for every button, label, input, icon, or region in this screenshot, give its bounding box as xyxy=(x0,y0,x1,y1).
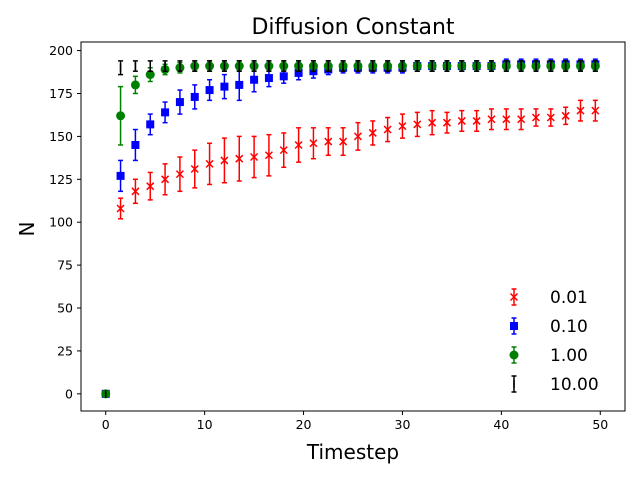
data-point xyxy=(368,128,377,137)
x-tick-label: 20 xyxy=(296,417,312,432)
data-point xyxy=(472,116,481,125)
series-0.10 xyxy=(101,58,600,398)
data-point xyxy=(145,70,155,80)
data-point xyxy=(235,154,244,163)
data-point xyxy=(116,111,126,121)
x-axis-title: Timestep xyxy=(306,440,399,464)
data-point xyxy=(131,140,140,149)
data-point xyxy=(398,122,407,131)
data-point xyxy=(561,111,570,120)
data-point xyxy=(264,74,273,83)
series-1.00 xyxy=(101,60,600,399)
data-point xyxy=(383,125,392,134)
data-point xyxy=(517,115,526,124)
data-point xyxy=(161,175,170,184)
x-tick-label: 40 xyxy=(493,417,509,432)
y-tick-label: 150 xyxy=(49,129,73,144)
x-tick-label: 50 xyxy=(592,417,608,432)
legend-label: 0.01 xyxy=(550,288,588,308)
legend: 0.01 0.10 1.00 10.00 xyxy=(509,288,599,395)
y-tick-label: 175 xyxy=(49,86,73,101)
data-point xyxy=(442,118,451,127)
legend-label: 10.00 xyxy=(550,375,599,395)
x-axis: 0 10 20 30 40 50 xyxy=(102,411,608,432)
data-point xyxy=(250,75,259,84)
y-tick-label: 100 xyxy=(49,215,73,230)
data-point xyxy=(576,106,585,115)
series-layer xyxy=(101,58,600,399)
data-point xyxy=(428,118,437,127)
data-point xyxy=(235,80,244,89)
y-tick-label: 75 xyxy=(57,258,73,273)
data-point xyxy=(264,151,273,160)
data-point xyxy=(546,113,555,122)
legend-label: 1.00 xyxy=(550,346,588,366)
data-point xyxy=(146,120,155,129)
data-point xyxy=(190,92,199,101)
legend-item: 0.10 xyxy=(510,317,588,337)
data-point xyxy=(146,182,155,191)
data-point xyxy=(220,82,229,91)
plot-frame xyxy=(80,41,626,412)
chart-title: Diffusion Constant xyxy=(251,15,454,40)
legend-marker xyxy=(510,322,518,330)
data-point xyxy=(353,132,362,141)
legend-marker xyxy=(509,292,519,302)
data-point xyxy=(131,187,140,196)
y-tick-label: 50 xyxy=(57,301,73,316)
data-point xyxy=(220,156,229,165)
legend-item: 10.00 xyxy=(511,375,599,395)
x-tick-label: 10 xyxy=(197,417,213,432)
data-point xyxy=(339,137,348,146)
data-point xyxy=(130,80,140,90)
data-point xyxy=(161,108,170,117)
data-point xyxy=(279,72,288,81)
y-tick-label: 0 xyxy=(65,386,73,401)
data-point xyxy=(294,68,303,77)
x-tick-label: 30 xyxy=(395,417,411,432)
data-point xyxy=(309,139,318,148)
series-0.01 xyxy=(101,99,600,398)
series-10.00 xyxy=(104,60,598,398)
data-point xyxy=(487,115,496,124)
data-point xyxy=(205,159,214,168)
data-point xyxy=(175,98,184,107)
y-tick-label: 125 xyxy=(49,172,73,187)
y-axis-title: N xyxy=(15,222,39,237)
legend-item: 0.01 xyxy=(509,288,588,308)
data-point xyxy=(250,152,259,162)
data-point xyxy=(324,137,333,146)
data-point xyxy=(116,171,125,180)
y-axis: 0 25 50 75 100 125 150 175 200 xyxy=(49,43,81,401)
y-tick-label: 25 xyxy=(57,343,73,358)
data-point xyxy=(175,170,184,179)
x-tick-label: 0 xyxy=(102,417,110,432)
data-point xyxy=(502,115,511,124)
data-point xyxy=(413,120,422,129)
data-point xyxy=(294,140,303,150)
data-point xyxy=(591,106,600,115)
data-point xyxy=(457,116,466,125)
legend-label: 0.10 xyxy=(550,317,588,337)
y-tick-label: 200 xyxy=(49,43,73,58)
data-point xyxy=(205,86,214,95)
data-point xyxy=(116,204,125,213)
legend-marker xyxy=(509,350,519,360)
legend-item: 1.00 xyxy=(509,346,588,366)
data-point xyxy=(190,164,199,174)
data-point xyxy=(531,113,541,122)
data-point xyxy=(279,146,288,155)
